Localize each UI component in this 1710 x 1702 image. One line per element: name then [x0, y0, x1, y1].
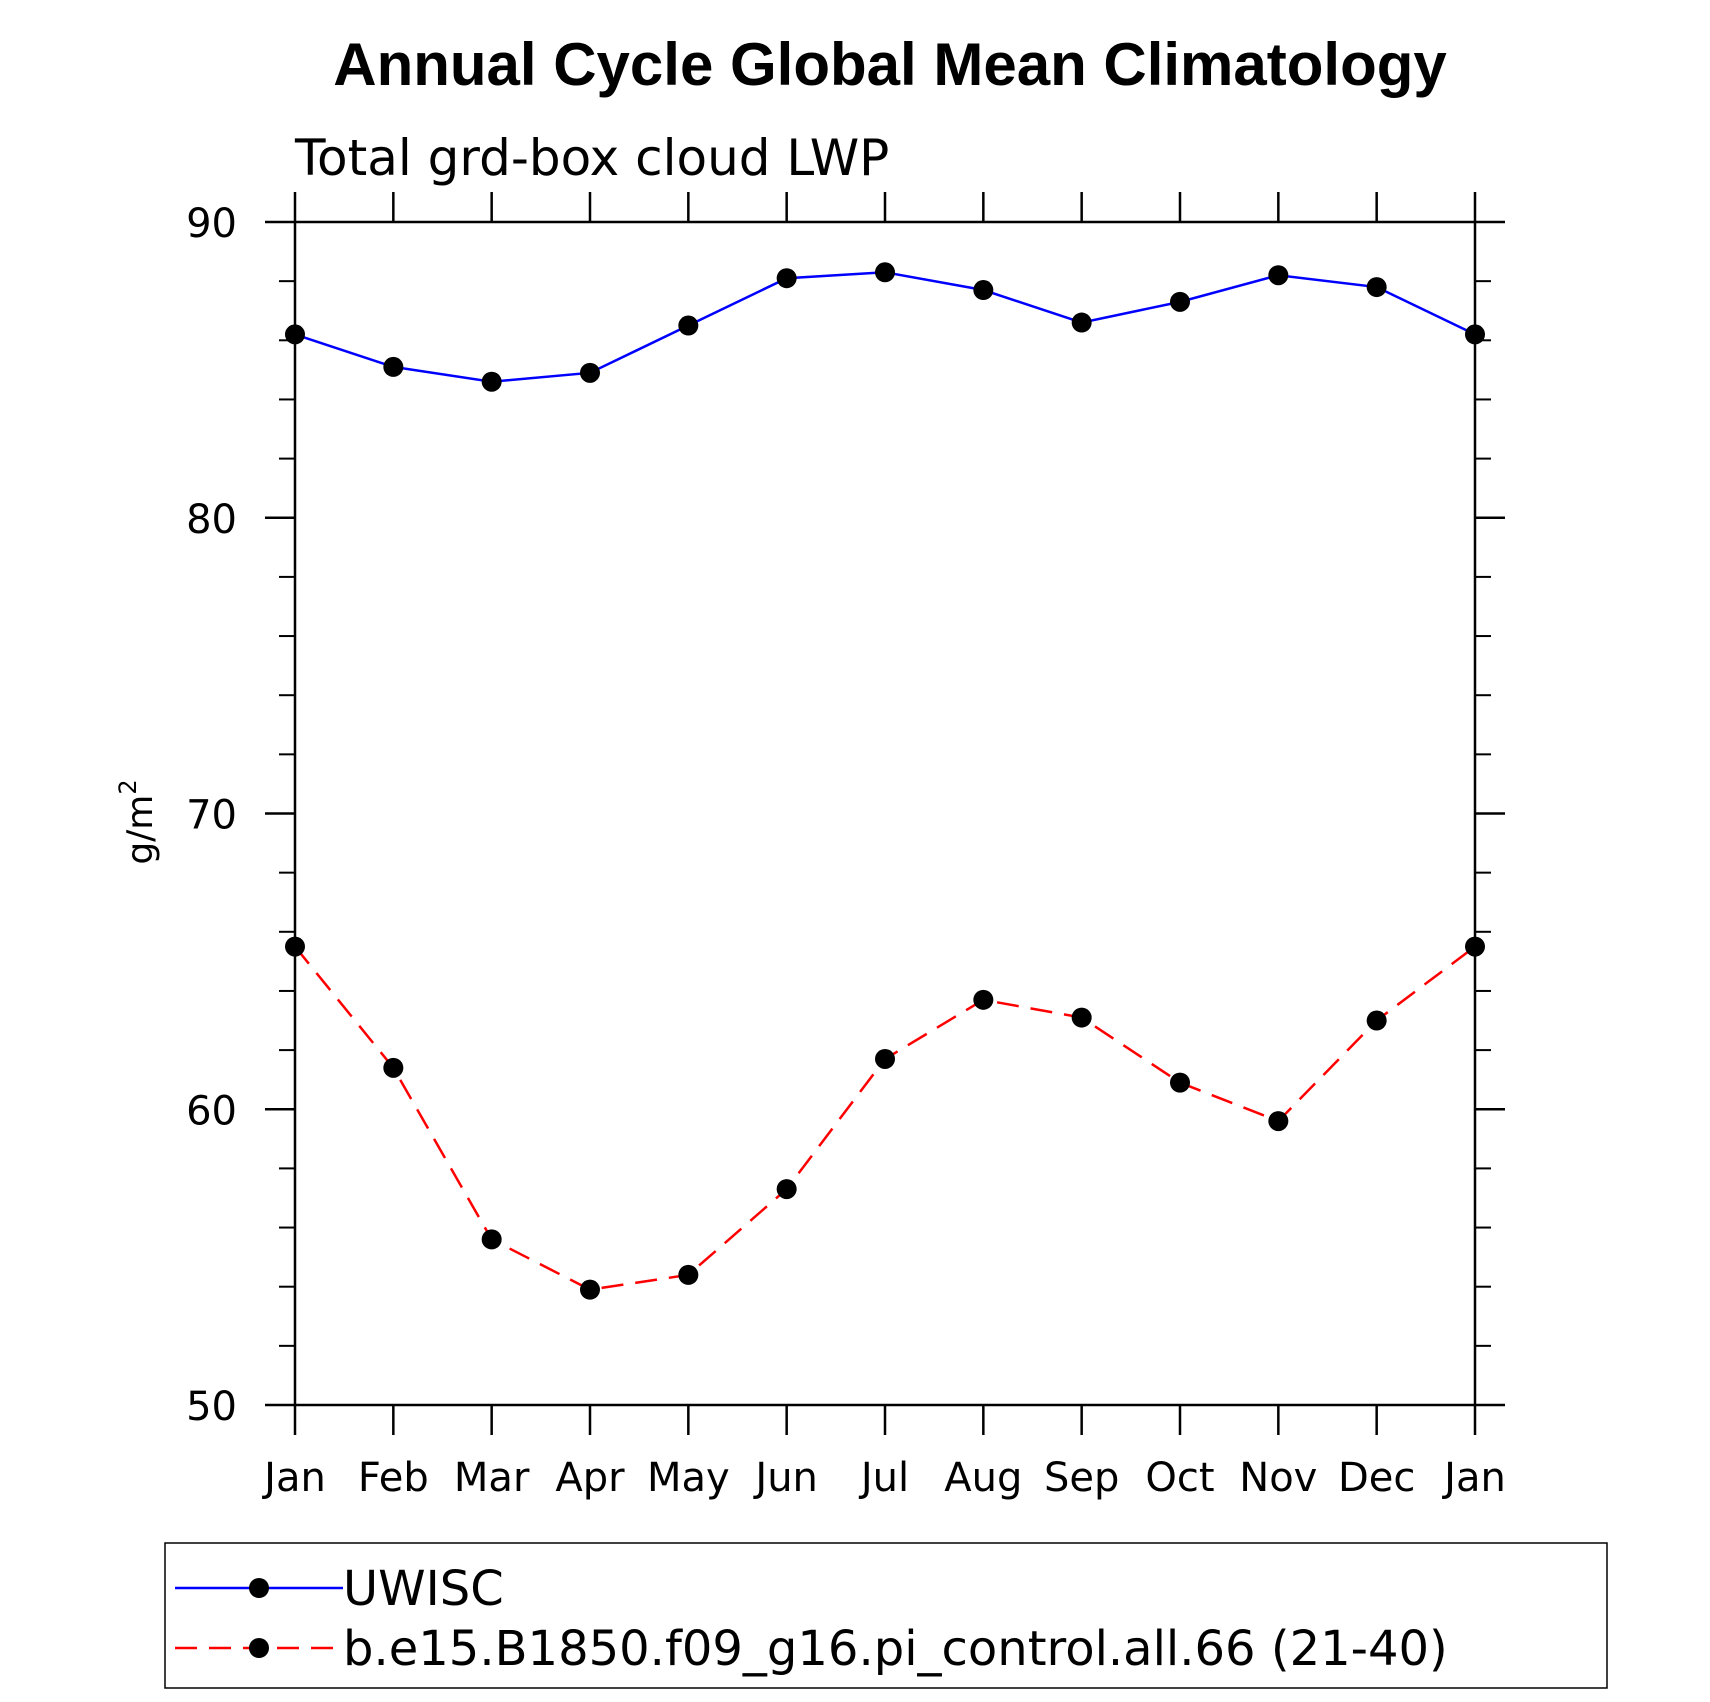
plot-frame	[293, 220, 1477, 1407]
x-tick-label: Jul	[858, 1455, 909, 1501]
series-1-point	[1366, 1010, 1387, 1031]
x-tick-label: Oct	[1145, 1455, 1214, 1501]
series-1-point	[678, 1264, 699, 1285]
y-axis-label-base: g/m	[120, 795, 161, 865]
x-tick-label: Jan	[1441, 1455, 1506, 1501]
series-line-1	[294, 945, 1476, 1291]
y-tick-label: 80	[186, 497, 237, 543]
series-1-point	[285, 936, 305, 957]
y-tick-label: 50	[186, 1384, 237, 1430]
y-tick-label: 70	[186, 793, 237, 839]
series-1-point	[481, 1229, 502, 1250]
series-1-point	[1268, 1111, 1289, 1132]
plot-area: Jan Feb Mar Apr May Jun Jul Aug Sep Oct Nov Dec Jan 5…	[186, 192, 1506, 1501]
series-1-point	[1071, 1007, 1092, 1028]
x-tick-label: Mar	[454, 1455, 530, 1501]
y-tick-label: 90	[186, 201, 237, 247]
series-0-point	[1465, 324, 1485, 345]
series-1-point	[383, 1057, 404, 1078]
chart-subtitle: Total grd-box cloud LWP	[294, 129, 889, 187]
series-0-point	[1170, 291, 1190, 312]
series-1-point	[973, 989, 994, 1010]
x-tick-label: Nov	[1239, 1455, 1317, 1501]
x-tick-label: Dec	[1338, 1455, 1415, 1501]
legend-label: UWISC	[343, 1561, 504, 1617]
legend-box	[164, 1542, 1608, 1689]
series-0-point	[383, 356, 404, 377]
y-tick-label: 60	[186, 1088, 237, 1134]
series-1-point	[1170, 1072, 1190, 1093]
series-1-point	[1465, 936, 1485, 957]
series-0-point	[776, 268, 797, 289]
series-0-point	[481, 371, 502, 392]
y-axis-label-superscript: 2	[114, 779, 142, 794]
series-1-point	[875, 1048, 895, 1069]
series-1-point	[776, 1179, 797, 1200]
legend-label: b.e15.B1850.f09_g16.pi_control.all.66 (2…	[343, 1621, 1448, 1677]
legend-marker	[249, 1578, 269, 1598]
x-tick-label: May	[647, 1455, 730, 1501]
x-tick-label: Aug	[944, 1455, 1022, 1501]
chart-title: Annual Cycle Global Mean Climatology	[333, 31, 1447, 98]
series-0-point	[1268, 265, 1289, 286]
legend-marker	[249, 1638, 269, 1658]
series-0-point	[285, 324, 305, 345]
x-tick-label: Feb	[358, 1455, 429, 1501]
series-0-point	[580, 362, 600, 383]
series-0-point	[1366, 277, 1387, 298]
series-0-point	[875, 262, 895, 283]
y-axis-label: g/m2	[114, 779, 161, 864]
series-0-point	[973, 280, 994, 301]
series-0-point	[1071, 312, 1092, 333]
legend: UWISCb.e15.B1850.f09_g16.pi_control.all.…	[164, 1542, 1608, 1689]
series-1-point	[580, 1279, 600, 1300]
series-line-0	[294, 271, 1476, 383]
series-0-point	[678, 315, 699, 336]
x-tick-label: Sep	[1044, 1455, 1119, 1501]
x-tick-label: Apr	[555, 1455, 625, 1501]
x-tick-label: Jun	[752, 1455, 818, 1501]
x-tick-label: Jan	[261, 1455, 326, 1501]
